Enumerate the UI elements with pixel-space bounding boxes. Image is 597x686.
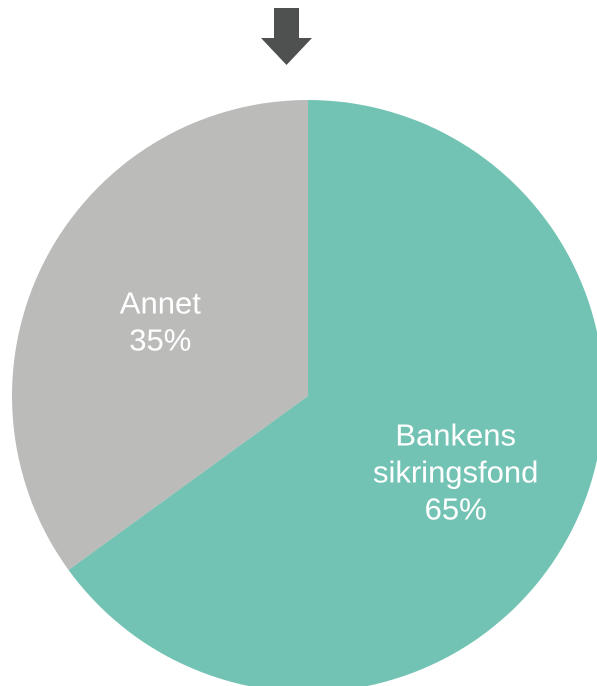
pie-slice-label-0: Bankens sikringsfond 65% — [373, 417, 538, 526]
arrow-down-icon — [261, 8, 312, 65]
pie-slice-label-1: Annet 35% — [120, 285, 201, 357]
pie-slice-0 — [68, 100, 597, 686]
pie-slice-category-label: Bankens — [395, 417, 516, 452]
pie-slice-category-label: sikringsfond — [373, 454, 538, 489]
pie-slice-category-label: Annet — [120, 285, 201, 320]
pie-slice-value-label: 65% — [425, 491, 487, 526]
pie-slice-value-label: 35% — [129, 322, 191, 357]
pie-slice-1 — [12, 100, 309, 570]
